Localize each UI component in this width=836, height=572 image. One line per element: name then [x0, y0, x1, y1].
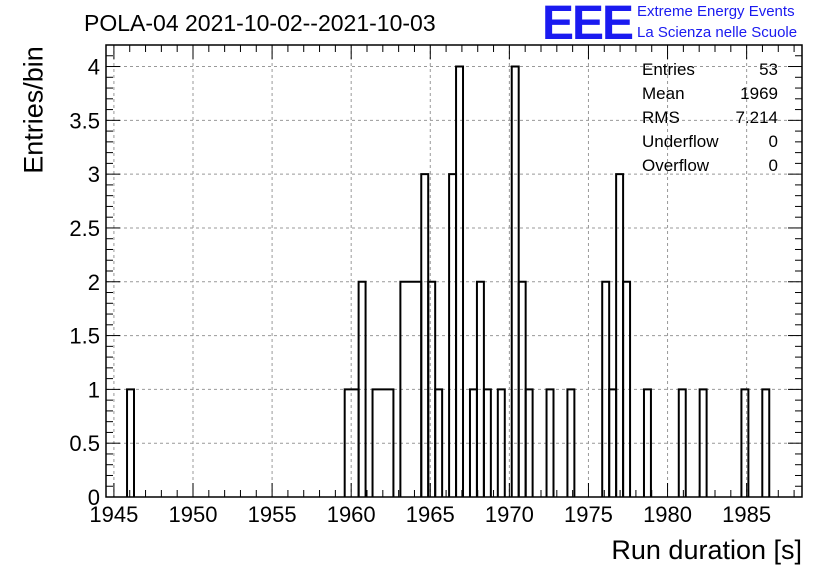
y-tick-label: 1.5	[69, 324, 100, 349]
stat-row-underflow: Underflow 0	[642, 130, 778, 154]
x-tick-label: 1950	[169, 502, 218, 527]
stat-value: 0	[768, 132, 778, 151]
histogram-bin	[482, 388, 492, 497]
y-tick-label: 2.5	[69, 216, 100, 241]
y-tick-label: 3	[88, 162, 100, 187]
histogram-bin	[496, 388, 506, 497]
x-tick-label: 1970	[485, 502, 534, 527]
plot-frame	[105, 44, 803, 498]
stat-label: Underflow	[642, 132, 719, 151]
stat-row-overflow: Overflow 0	[642, 154, 778, 178]
y-tick-label: 0	[88, 485, 100, 510]
stat-row-entries: Entries 53	[642, 58, 778, 82]
x-tick-label: 1980	[643, 502, 692, 527]
stat-value: 1969	[740, 84, 778, 103]
stat-label: RMS	[642, 108, 680, 127]
stat-label: Mean	[642, 84, 685, 103]
y-tick-label: 4	[88, 55, 100, 80]
x-tick-label: 1975	[564, 502, 613, 527]
y-tick-label: 1	[88, 377, 100, 402]
stat-row-rms: RMS 7.214	[642, 106, 778, 130]
stats-box: Entries 53 Mean 1969 RMS 7.214 Underflow…	[642, 58, 778, 178]
histogram-bin	[622, 280, 632, 497]
histogram-bin	[126, 388, 135, 497]
histogram-bin	[545, 388, 555, 497]
stat-label: Overflow	[642, 156, 710, 175]
histogram-bin	[761, 388, 771, 497]
y-tick-label: 2	[88, 270, 100, 295]
histogram-bin	[566, 388, 576, 497]
histogram-bin	[677, 388, 687, 497]
histogram-bin	[740, 388, 750, 497]
stat-value: 7.214	[735, 108, 778, 127]
stat-row-mean: Mean 1969	[642, 82, 778, 106]
histogram-bin	[524, 388, 534, 497]
stat-value: 0	[768, 156, 778, 175]
chart-title: POLA-04 2021-10-02--2021-10-03	[84, 10, 436, 36]
x-tick-label: 1955	[248, 502, 297, 527]
eee-logo: EEE	[542, 0, 634, 50]
y-tick-label: 3.5	[69, 108, 100, 133]
histogram-bin	[371, 388, 395, 497]
x-tick-label: 1985	[722, 502, 771, 527]
histogram-bin	[357, 280, 367, 497]
x-tick-label: 1965	[406, 502, 455, 527]
y-tick-label: 0.5	[69, 431, 100, 456]
stat-value: 53	[759, 60, 778, 79]
logo-line-1: Extreme Energy Events	[637, 3, 795, 20]
histogram-bin	[455, 65, 465, 497]
x-axis-label: Run duration [s]	[611, 535, 802, 565]
logo-line-2: La Scienza nelle Scuole	[637, 24, 798, 41]
histogram-bin	[698, 388, 708, 497]
x-tick-label: 1945	[89, 502, 138, 527]
y-axis-label: Entries/bin	[18, 46, 49, 174]
stat-label: Entries	[642, 60, 695, 79]
x-tick-label: 1960	[327, 502, 376, 527]
histogram-bin	[434, 388, 444, 497]
histogram-bin	[642, 388, 652, 497]
